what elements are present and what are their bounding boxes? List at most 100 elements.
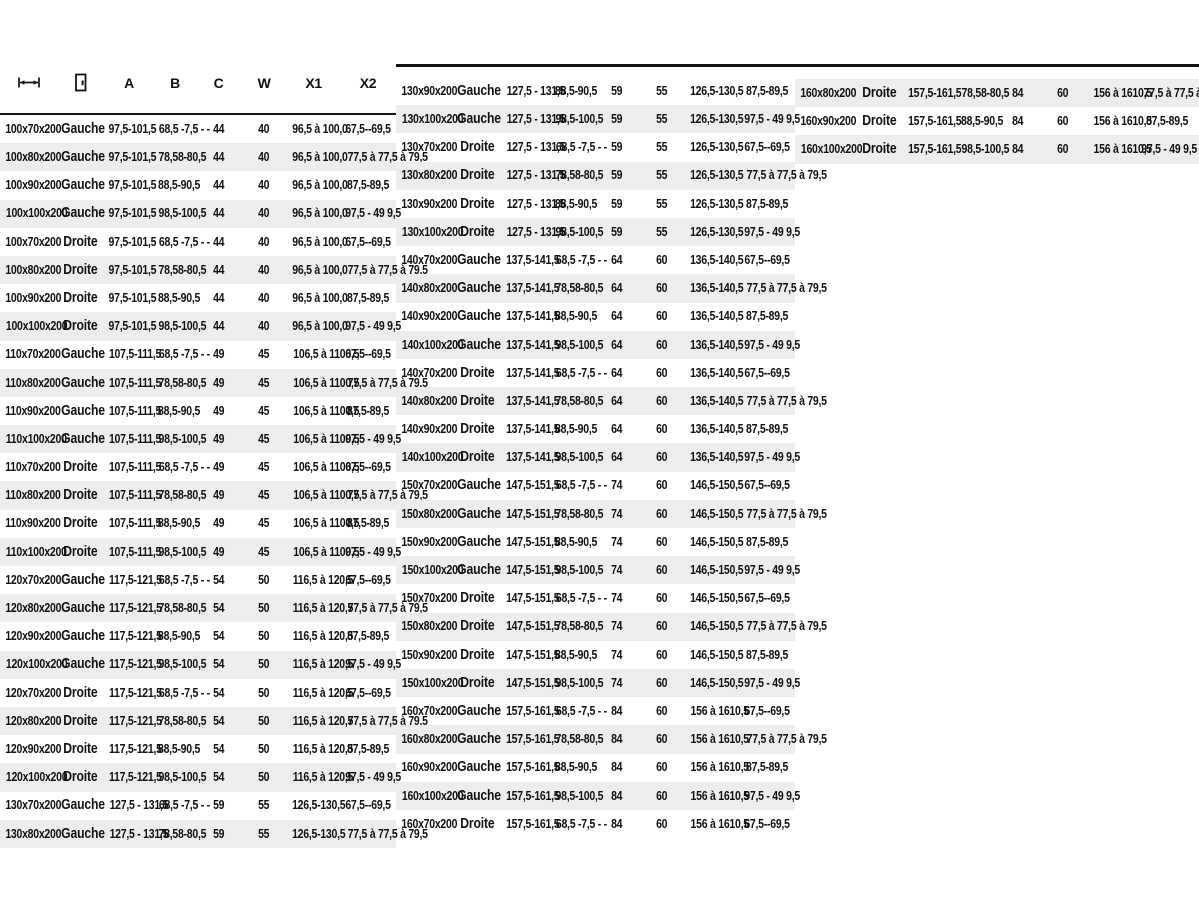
x2-cell: 77,5 à 77,5 à 79,5 xyxy=(746,393,827,408)
b-cell: 88,5-90,5 xyxy=(158,741,201,756)
c-cell: 49 xyxy=(212,403,225,418)
side-cell: Gauche xyxy=(457,251,502,268)
b-cell: 78,58-80,5 xyxy=(158,713,207,728)
w-cell: 60 xyxy=(656,647,668,662)
side-cell: Droite xyxy=(63,233,98,250)
b-cell: 88,5-90,5 xyxy=(555,196,598,211)
side-cell: Droite xyxy=(862,113,897,130)
side-cell: Droite xyxy=(63,543,98,560)
b-cell: 68,5 -7,5 - - xyxy=(158,347,210,362)
w-cell: 60 xyxy=(656,365,668,380)
a-cell: 137,5-141,5 xyxy=(505,309,560,324)
x2-cell: 97,5 - 49 9,5 xyxy=(743,675,800,690)
x1-cell: 106,5 à 1100,5 xyxy=(293,460,360,475)
b-cell: 98,5-100,5 xyxy=(158,319,207,334)
table-row: 150x100x200 Droite 147,5-151,5 98,5-100,5 74… xyxy=(396,668,800,698)
w-cell: 40 xyxy=(258,178,270,193)
c-cell: 64 xyxy=(610,450,622,465)
size-cell: 150x80x200 xyxy=(401,506,458,521)
side-cell: Gauche xyxy=(457,308,502,325)
x1-cell: 106,5 à 1100,5 xyxy=(293,544,360,559)
x2-cell: 77,5 à 77,5 à 79,5 xyxy=(746,506,827,521)
a-cell: 97,5-101,5 xyxy=(108,206,157,221)
side-cell: Droite xyxy=(460,167,495,184)
c-cell: 54 xyxy=(212,713,225,728)
x2-cell: 67,5--69,5 xyxy=(744,816,790,831)
a-cell: 97,5-101,5 xyxy=(108,150,157,165)
b-cell: 78,58-80,5 xyxy=(158,150,207,165)
table-row: 150x90x200 Gauche 147,5-151,5 88,5-90,5 74 60… xyxy=(396,528,795,556)
table-body-column-3: 160x80x200 Droite 157,5-161,5 78,58-80,5 84 6… xyxy=(795,79,1199,164)
size-cell: 150x90x200 xyxy=(401,534,458,549)
b-cell: 88,5-90,5 xyxy=(158,629,201,644)
c-cell: 74 xyxy=(610,478,622,493)
w-cell: 55 xyxy=(656,196,668,211)
side-column-header xyxy=(57,73,104,93)
c-cell: 49 xyxy=(212,347,225,362)
x1-cell: 106,5 à 1100,5 xyxy=(293,403,360,418)
side-cell: Gauche xyxy=(457,111,502,128)
side-cell: Gauche xyxy=(61,628,105,645)
size-cell: 100x80x200 xyxy=(5,150,62,165)
side-cell: Gauche xyxy=(457,562,502,579)
x2-cell: 87,5-89,5 xyxy=(745,534,788,549)
x1-cell: 156 à 1610,5 xyxy=(690,788,750,803)
w-cell: 45 xyxy=(258,431,270,446)
table-row: 110x100x200 Droite 107,5-111,5 98,5-100,5 49… xyxy=(0,537,401,566)
b-cell: 88,5-90,5 xyxy=(555,422,598,437)
table-row: 140x90x200 Droite 137,5-141,5 88,5-90,5 64 60… xyxy=(396,415,795,443)
table-row: 110x100x200 Gauche 107,5-111,5 98,5-100,5 49… xyxy=(0,425,401,454)
w-cell: 60 xyxy=(656,337,668,352)
a-cell: 127,5 - 131,5 xyxy=(506,224,566,239)
spec-table-column-3: 160x80x200 Droite 157,5-161,5 78,58-80,5 84 6… xyxy=(795,79,1199,164)
size-cell: 100x80x200 xyxy=(5,262,62,277)
side-cell: Gauche xyxy=(457,280,502,297)
size-cell: 120x90x200 xyxy=(5,629,62,644)
b-cell: 68,5 -7,5 - - xyxy=(556,591,608,606)
b-cell: 68,5 -7,5 - - xyxy=(158,572,210,587)
x1-cell: 146,5-150,5 xyxy=(690,619,744,634)
table-header-row: A B C W X1 X2 xyxy=(0,60,396,115)
w-cell: 40 xyxy=(258,150,270,165)
table-row: 140x70x200 Gauche 137,5-141,5 68,5 -7,5 - -… xyxy=(396,246,795,274)
c-cell: 64 xyxy=(610,252,622,267)
table-row: 120x90x200 Gauche 117,5-121,5 88,5-90,5 54 50… xyxy=(0,622,396,650)
side-cell: Gauche xyxy=(457,82,502,99)
b-cell: 98,5-100,5 xyxy=(158,657,207,672)
size-cell: 120x80x200 xyxy=(5,601,62,616)
x2-cell: 97,5 - 49 9,5 xyxy=(1141,142,1197,157)
w-cell: 45 xyxy=(258,544,270,559)
a-cell: 147,5-151,5 xyxy=(505,506,560,521)
size-cell: 140x100x200 xyxy=(401,337,464,352)
table-row: 110x80x200 Droite 107,5-111,5 78,58-80,5 49 4… xyxy=(0,481,428,510)
a-cell: 147,5-151,5 xyxy=(505,675,560,690)
b-cell: 68,5 -7,5 - - xyxy=(556,365,608,380)
c-cell: 44 xyxy=(212,290,225,305)
x2-cell: 87,5-89,5 xyxy=(346,629,390,644)
w-cell: 45 xyxy=(258,516,270,531)
a-cell: 107,5-111,5 xyxy=(109,403,162,418)
x1-cell: 126,5-130,5 xyxy=(690,83,744,98)
side-cell: Gauche xyxy=(61,797,105,814)
table-row: 100x80x200 Droite 97,5-101,5 78,58-80,5 44 40… xyxy=(0,255,428,285)
x2-cell: 97,5 - 49 9,5 xyxy=(743,224,800,239)
c-cell: 54 xyxy=(212,601,225,616)
x2-cell: 97,5 - 49 9,5 xyxy=(743,112,800,127)
a-cell: 97,5-101,5 xyxy=(108,178,157,193)
side-cell: Gauche xyxy=(61,177,105,194)
b-cell: 68,5 -7,5 - - xyxy=(556,252,608,267)
table-row: 150x80x200 Droite 147,5-151,5 78,58-80,5 74 6… xyxy=(396,612,827,641)
c-cell: 54 xyxy=(212,770,225,785)
col-header-a: A xyxy=(124,74,134,91)
a-cell: 97,5-101,5 xyxy=(108,121,157,136)
b-cell: 98,5-100,5 xyxy=(555,337,604,352)
x2-cell: 67,5--69,5 xyxy=(345,347,391,362)
table-row: 150x90x200 Droite 147,5-151,5 88,5-90,5 74 60… xyxy=(396,641,795,669)
side-cell: Droite xyxy=(63,740,98,757)
size-cell: 110x70x200 xyxy=(5,460,61,475)
b-cell: 78,58-80,5 xyxy=(158,375,207,390)
b-cell: 78,58-80,5 xyxy=(555,168,604,183)
b-cell: 68,5 -7,5 - - xyxy=(158,121,210,136)
side-cell: Droite xyxy=(63,684,98,701)
a-cell: 97,5-101,5 xyxy=(108,234,157,249)
